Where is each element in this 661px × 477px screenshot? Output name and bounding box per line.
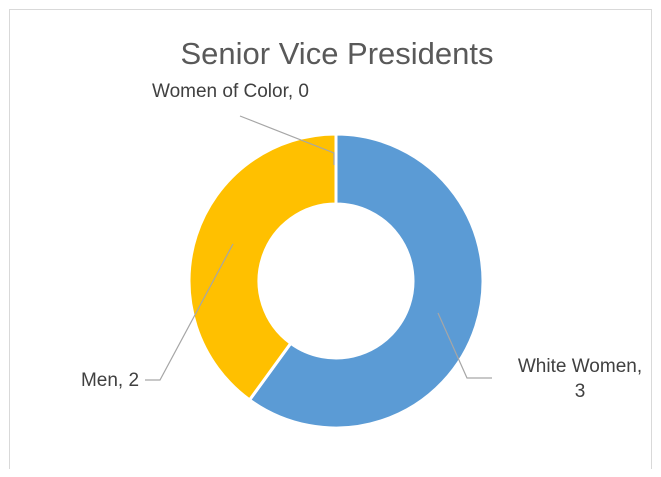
slices: [187, 132, 485, 430]
leader-line-women-of-color: [239, 115, 335, 165]
chart-frame: [9, 9, 652, 469]
slice-white-women: [247, 132, 485, 430]
data-label-white-women: 3: [575, 381, 586, 402]
chart-title: Senior Vice Presidents: [180, 36, 493, 71]
leader-lines: [145, 115, 492, 381]
data-label-men: Men, 2: [81, 370, 139, 391]
data-labels: White Women, 3 Women of Color, 0 Men, 2: [81, 81, 642, 402]
slice-men: [187, 132, 338, 403]
data-label-women-of-color: Women of Color, 0: [152, 81, 309, 102]
data-label-white-women: White Women,: [518, 356, 642, 377]
leader-line-men: [145, 243, 234, 381]
leader-line-white-women: [437, 312, 492, 379]
